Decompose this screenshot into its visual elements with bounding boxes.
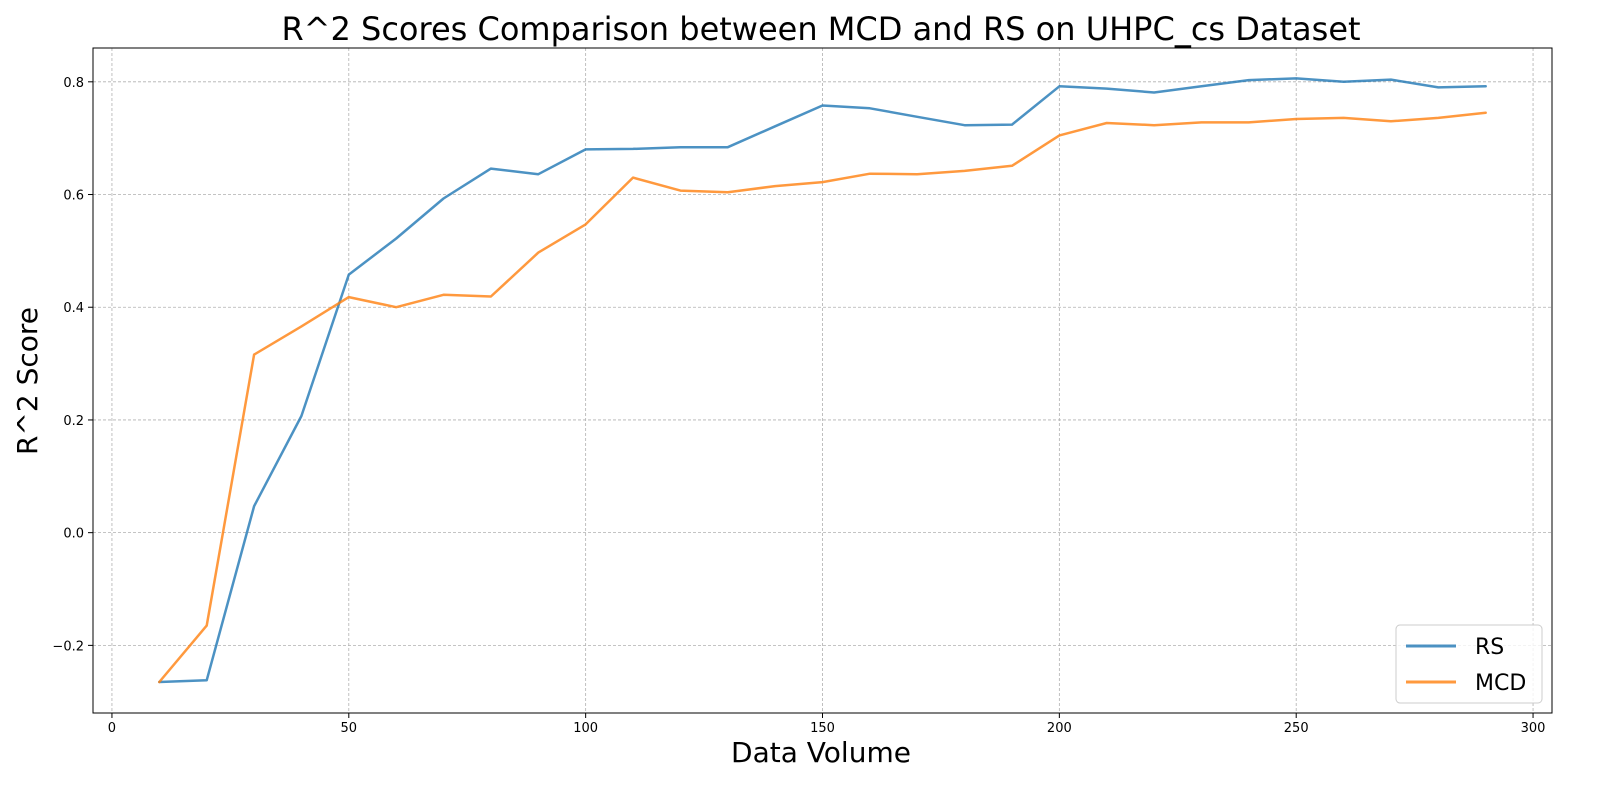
chart-title: R^2 Scores Comparison between MCD and RS…: [281, 10, 1360, 48]
x-tick-label: 150: [810, 721, 835, 736]
x-tick-label: 50: [341, 721, 358, 736]
series-line-rs: [158, 77, 1487, 684]
y-tick-label: −0.2: [52, 639, 84, 654]
y-tick-label: 0.2: [63, 414, 84, 429]
y-tick-label: 0.0: [63, 527, 84, 542]
y-tick-label: 0.4: [63, 301, 84, 316]
x-tick-label: 300: [1521, 721, 1546, 736]
legend-label-rs: RS: [1475, 635, 1504, 660]
y-tick-label: 0.6: [63, 189, 84, 204]
grid: [93, 48, 1552, 713]
legend: RS MCD: [1395, 624, 1543, 704]
series-line-mcd: [158, 111, 1487, 684]
x-tick-label: 100: [573, 721, 598, 736]
plot-frame: [92, 47, 1553, 714]
x-axis-label: Data Volume: [731, 736, 911, 769]
x-tick-label: 250: [1284, 721, 1309, 736]
y-axis-label: R^2 Score: [11, 307, 44, 455]
x-tick-label: 200: [1047, 721, 1072, 736]
legend-label-mcd: MCD: [1475, 671, 1526, 696]
axis-ticks: 0 50 100 150 200 250 300 −0.2 0.0 0.2 0.4 0.6 0.8: [52, 76, 1545, 736]
series-lines: [158, 77, 1487, 684]
y-tick-label: 0.8: [63, 76, 84, 91]
x-tick-label: 0: [108, 721, 116, 736]
